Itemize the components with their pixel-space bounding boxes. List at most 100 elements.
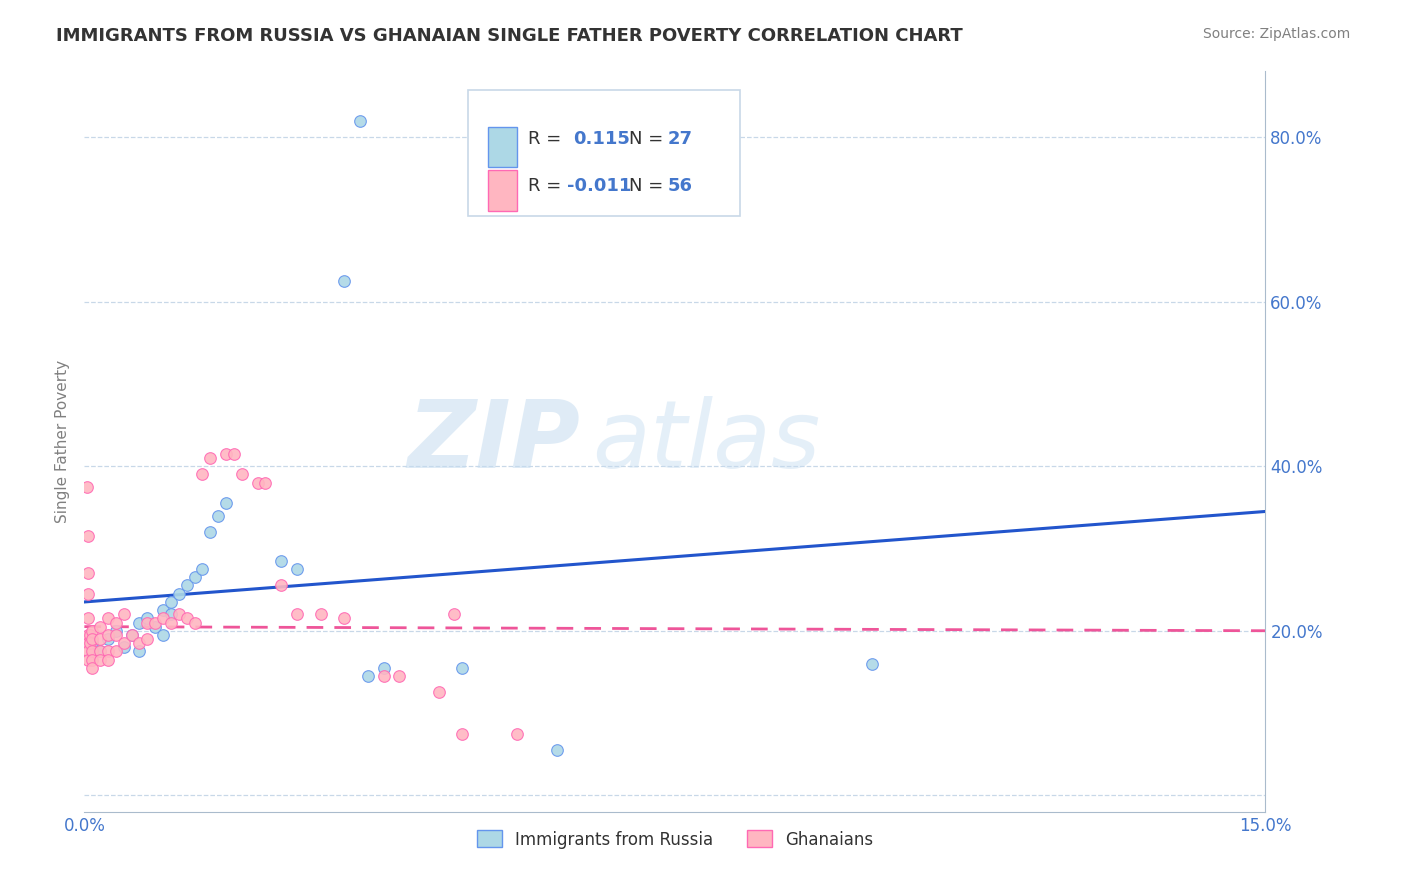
- Point: [183, 570, 205, 584]
- Point: [546, 743, 568, 757]
- Point: [231, 467, 253, 482]
- Point: [357, 669, 380, 683]
- FancyBboxPatch shape: [468, 90, 740, 216]
- Text: N =: N =: [628, 177, 669, 195]
- Text: ZIP: ZIP: [408, 395, 581, 488]
- Point: [191, 467, 214, 482]
- Point: [373, 669, 395, 683]
- Point: [427, 685, 450, 699]
- Point: [246, 475, 269, 490]
- Point: [76, 480, 98, 494]
- Point: [222, 447, 245, 461]
- Point: [860, 657, 883, 671]
- Point: [128, 636, 150, 650]
- Point: [77, 587, 100, 601]
- Point: [77, 566, 100, 581]
- Point: [79, 636, 101, 650]
- Point: [79, 628, 101, 642]
- Point: [254, 475, 277, 490]
- Point: [77, 628, 100, 642]
- Point: [270, 578, 292, 592]
- Point: [97, 628, 120, 642]
- Point: [128, 644, 150, 658]
- Point: [333, 611, 356, 625]
- Point: [167, 587, 190, 601]
- Point: [160, 607, 183, 622]
- Point: [82, 636, 104, 650]
- Point: [191, 562, 214, 576]
- Point: [77, 529, 100, 543]
- Text: 56: 56: [668, 177, 693, 195]
- Point: [89, 652, 111, 666]
- Point: [89, 644, 111, 658]
- Point: [89, 632, 111, 646]
- Point: [112, 640, 135, 655]
- Point: [104, 644, 127, 658]
- Point: [136, 611, 159, 625]
- Point: [285, 562, 308, 576]
- Point: [104, 628, 127, 642]
- Point: [443, 607, 465, 622]
- Point: [200, 524, 222, 539]
- Point: [167, 607, 190, 622]
- Point: [160, 615, 183, 630]
- Point: [82, 632, 104, 646]
- Text: 27: 27: [668, 129, 693, 147]
- Point: [97, 644, 120, 658]
- Point: [121, 628, 143, 642]
- Point: [143, 619, 166, 633]
- Point: [97, 611, 120, 625]
- Text: -0.011: -0.011: [568, 177, 631, 195]
- Point: [152, 611, 174, 625]
- Point: [451, 661, 474, 675]
- Point: [121, 628, 143, 642]
- Point: [112, 607, 135, 622]
- Point: [309, 607, 332, 622]
- Point: [97, 632, 120, 646]
- Point: [143, 615, 166, 630]
- Point: [215, 496, 238, 510]
- Text: Source: ZipAtlas.com: Source: ZipAtlas.com: [1202, 27, 1350, 41]
- Text: R =: R =: [529, 129, 568, 147]
- FancyBboxPatch shape: [488, 127, 516, 167]
- Point: [388, 669, 411, 683]
- Y-axis label: Single Father Poverty: Single Father Poverty: [55, 360, 70, 523]
- Point: [77, 652, 100, 666]
- Point: [82, 624, 104, 638]
- Point: [77, 636, 100, 650]
- Point: [152, 603, 174, 617]
- Point: [128, 615, 150, 630]
- Legend: Immigrants from Russia, Ghanaians: Immigrants from Russia, Ghanaians: [470, 823, 880, 855]
- Point: [112, 636, 135, 650]
- Point: [77, 644, 100, 658]
- Point: [89, 644, 111, 658]
- Text: R =: R =: [529, 177, 568, 195]
- Point: [160, 595, 183, 609]
- Point: [270, 554, 292, 568]
- Point: [136, 632, 159, 646]
- Point: [136, 615, 159, 630]
- Point: [349, 113, 371, 128]
- Point: [373, 661, 395, 675]
- Point: [97, 652, 120, 666]
- Text: atlas: atlas: [592, 396, 821, 487]
- Text: IMMIGRANTS FROM RUSSIA VS GHANAIAN SINGLE FATHER POVERTY CORRELATION CHART: IMMIGRANTS FROM RUSSIA VS GHANAIAN SINGL…: [56, 27, 963, 45]
- Point: [82, 661, 104, 675]
- Point: [176, 611, 198, 625]
- Text: N =: N =: [628, 129, 669, 147]
- Point: [89, 619, 111, 633]
- Text: 0.115: 0.115: [574, 129, 630, 147]
- Point: [506, 726, 529, 740]
- Point: [77, 611, 100, 625]
- Point: [176, 578, 198, 592]
- Point: [451, 726, 474, 740]
- Point: [207, 508, 229, 523]
- Point: [104, 615, 127, 630]
- Point: [183, 615, 205, 630]
- Point: [104, 624, 127, 638]
- FancyBboxPatch shape: [488, 170, 516, 211]
- Point: [333, 274, 356, 288]
- Point: [200, 450, 222, 465]
- Point: [82, 652, 104, 666]
- Point: [82, 644, 104, 658]
